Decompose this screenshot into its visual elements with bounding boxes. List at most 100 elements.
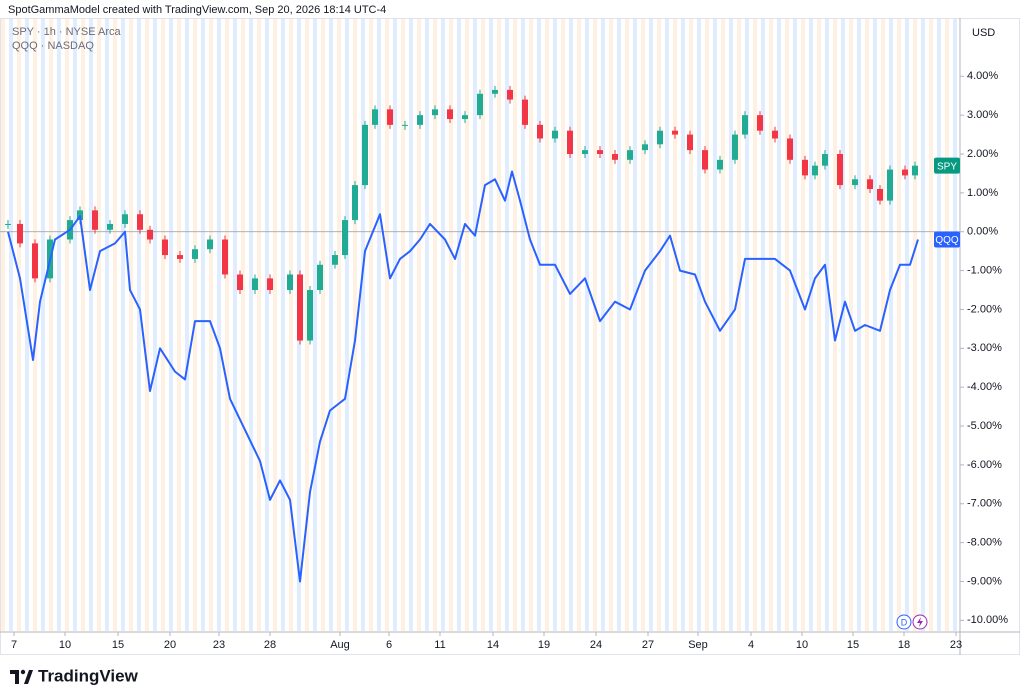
- plot-area: [0, 85, 960, 583]
- candle: [462, 115, 468, 120]
- x-tick-label: Aug: [330, 639, 350, 651]
- candle: [162, 239, 168, 256]
- x-tick-label: 23: [213, 639, 225, 651]
- frame: [0, 18, 1020, 655]
- candle: [342, 220, 348, 256]
- candle: [717, 159, 723, 170]
- candle: [627, 150, 633, 160]
- candle: [137, 214, 143, 230]
- last-value-tag: [934, 157, 960, 174]
- y-tick-label: 4.00%: [967, 70, 998, 82]
- last-value-tag-label: SPY: [937, 161, 957, 172]
- candle: [297, 274, 303, 341]
- legend-item: SPY · 1h · NYSE Arca: [12, 26, 122, 38]
- candle: [492, 89, 498, 94]
- candle: [912, 165, 918, 176]
- x-tick-label: 24: [590, 639, 602, 651]
- candle: [612, 154, 618, 160]
- brand-logo: [10, 669, 33, 684]
- candle: [787, 138, 793, 160]
- candle: [287, 274, 293, 291]
- candle: [477, 93, 483, 116]
- x-tick-label: 11: [434, 639, 445, 651]
- badge[interactable]: [896, 614, 912, 630]
- last-value-tag: [934, 231, 960, 248]
- candle: [552, 130, 558, 139]
- candle: [877, 188, 883, 201]
- candle: [177, 255, 183, 259]
- candle: [742, 115, 748, 135]
- x-tick-label: 23: [950, 639, 962, 651]
- candle: [822, 154, 828, 166]
- candle: [597, 150, 603, 155]
- candle: [307, 290, 313, 341]
- x-tick-label: 10: [796, 639, 808, 651]
- y-tick-label: -8.00%: [967, 537, 1002, 549]
- y-tick-label: 3.00%: [967, 109, 998, 121]
- candle: [522, 99, 528, 125]
- x-tick-label: 14: [487, 639, 499, 651]
- candle: [107, 223, 113, 230]
- candle: [207, 239, 213, 250]
- candle: [147, 229, 153, 240]
- candle: [32, 243, 38, 279]
- candle: [447, 109, 453, 120]
- y-tick-label: -6.00%: [967, 459, 1002, 471]
- candle: [867, 179, 873, 189]
- x-tick-label: 15: [112, 639, 124, 651]
- y-tick-label: 1.00%: [967, 187, 998, 199]
- candle: [802, 159, 808, 176]
- last-value-tag-label: QQQ: [935, 235, 959, 246]
- x-tick-label: Sep: [688, 639, 708, 651]
- y-tick-label: -3.00%: [967, 342, 1002, 354]
- candle: [757, 115, 763, 131]
- session-shading: [1, 19, 959, 631]
- candle: [687, 134, 693, 151]
- candle: [122, 214, 128, 224]
- candle: [837, 154, 843, 186]
- x-tick-label: 28: [264, 639, 276, 651]
- lightning-icon: [917, 617, 923, 627]
- candle: [252, 278, 258, 291]
- y-tick-label: -1.00%: [967, 265, 1002, 277]
- candle: [672, 130, 678, 135]
- candle: [432, 109, 438, 116]
- candle: [92, 210, 98, 230]
- legend-item: QQQ · NASDAQ: [12, 40, 94, 52]
- x-tick-label: 7: [11, 639, 17, 651]
- candle: [567, 130, 573, 155]
- badge-label: D: [901, 617, 908, 627]
- y-tick-label: 0.00%: [967, 226, 998, 238]
- y-tick-label: -2.00%: [967, 303, 1002, 315]
- x-tick-label: 19: [538, 639, 550, 651]
- currency: USD: [972, 27, 995, 39]
- candle: [887, 169, 893, 201]
- y-tick-label: 2.00%: [967, 148, 998, 160]
- candle: [237, 274, 243, 291]
- candle: [362, 124, 368, 186]
- candle: [402, 124, 408, 126]
- x-tick-label: 18: [898, 639, 910, 651]
- candle: [192, 249, 198, 259]
- x-tick-label: 4: [748, 639, 754, 651]
- y-tick-label: -5.00%: [967, 420, 1002, 432]
- candle: [352, 185, 358, 221]
- candle: [812, 165, 818, 176]
- candle: [582, 150, 588, 155]
- header: SpotGammaModel created with TradingView.…: [8, 4, 386, 16]
- candle: [852, 179, 858, 186]
- candle: [317, 264, 323, 291]
- series-line: [7, 170, 919, 583]
- y-tick-label: -4.00%: [967, 381, 1002, 393]
- y-tick-label: -9.00%: [967, 575, 1002, 587]
- candle: [537, 124, 543, 139]
- candle: [507, 89, 513, 100]
- x-tick-label: 20: [164, 639, 176, 651]
- candle: [267, 278, 273, 291]
- candle: [902, 169, 908, 176]
- candle: [417, 115, 423, 125]
- x-tick-label: 10: [59, 639, 71, 651]
- x-tick-label: 15: [847, 639, 859, 651]
